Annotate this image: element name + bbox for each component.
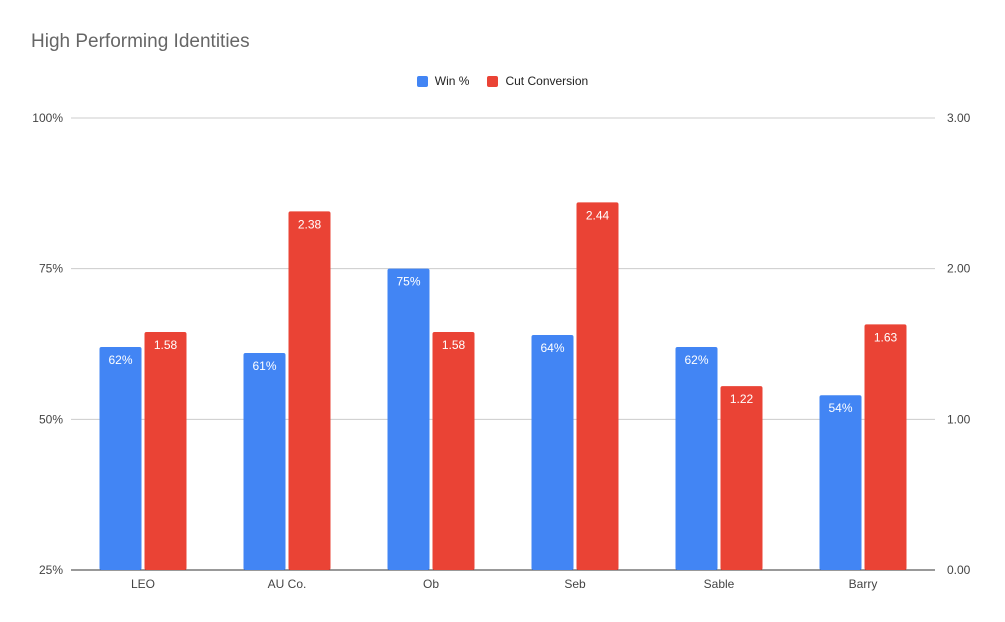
- legend-item-cut: Cut Conversion: [487, 74, 588, 88]
- bar-cut: [720, 386, 763, 570]
- data-label-win: 62%: [108, 353, 132, 367]
- right-axis-tick-label: 1.00: [947, 412, 971, 426]
- data-label-win: 75%: [396, 275, 420, 289]
- data-label-cut: 1.22: [730, 392, 754, 406]
- chart-title: High Performing Identities: [31, 31, 250, 52]
- data-label-cut: 1.58: [154, 338, 178, 352]
- bar-win: [387, 268, 430, 570]
- data-label-win: 64%: [540, 341, 564, 355]
- data-label-cut: 1.58: [442, 338, 466, 352]
- right-axis-tick-label: 3.00: [947, 111, 971, 125]
- bar-win: [819, 395, 862, 570]
- bar-cut: [432, 331, 475, 570]
- data-label-cut: 1.63: [874, 330, 898, 344]
- x-axis-tick-label: Ob: [423, 577, 439, 591]
- bar-win: [99, 347, 142, 570]
- bar-cut: [288, 211, 331, 570]
- legend-swatch-win: [416, 75, 428, 87]
- bar-win: [243, 353, 286, 570]
- legend-swatch-cut: [487, 75, 499, 87]
- data-label-win: 54%: [828, 401, 852, 415]
- data-label-cut: 2.44: [586, 208, 610, 222]
- x-axis-tick-label: Seb: [564, 577, 586, 591]
- left-axis-tick-label: 50%: [39, 412, 63, 426]
- x-axis-tick-label: LEO: [131, 577, 155, 591]
- data-label-win: 62%: [684, 353, 708, 367]
- bar-cut: [864, 324, 907, 570]
- left-axis-tick-label: 100%: [32, 111, 63, 125]
- left-axis-tick-label: 25%: [39, 563, 63, 577]
- bar-cut: [144, 331, 187, 570]
- legend-label-cut: Cut Conversion: [505, 74, 589, 88]
- x-axis-tick-label: Barry: [849, 577, 878, 591]
- legend-item-win: Win %: [416, 74, 470, 88]
- right-axis-tick-label: 2.00: [947, 262, 971, 276]
- data-label-win: 61%: [252, 359, 276, 373]
- bar-win: [675, 347, 718, 570]
- left-axis-tick-label: 75%: [39, 262, 63, 276]
- data-label-cut: 2.38: [298, 217, 322, 231]
- bar-cut: [576, 202, 619, 570]
- x-axis-tick-label: Sable: [704, 577, 735, 591]
- x-axis-tick-label: AU Co.: [268, 577, 307, 591]
- right-axis-tick-label: 0.00: [947, 563, 971, 577]
- bar-win: [531, 334, 574, 570]
- legend-label-win: Win %: [434, 74, 470, 88]
- legend: Win % Cut Conversion: [0, 74, 1005, 88]
